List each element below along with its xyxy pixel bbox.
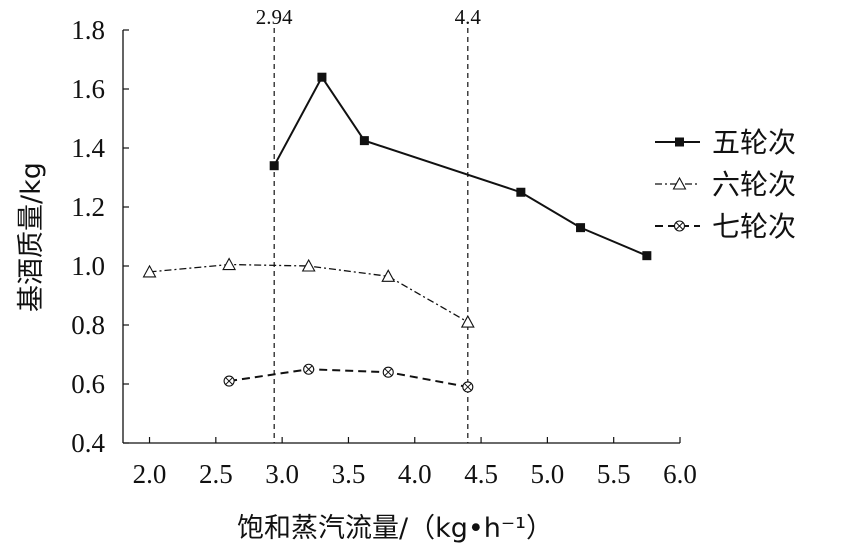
x-tick-label: 5.5 (597, 459, 631, 489)
marker-cross-b (384, 368, 393, 377)
legend-item: 五轮次 (655, 126, 796, 159)
marker-square (359, 136, 369, 146)
y-tick-label: 0.6 (71, 369, 105, 399)
marker-triangle (222, 257, 237, 271)
legend-label: 五轮次 (712, 126, 796, 159)
marker-square (269, 161, 279, 171)
x-tick-label: 3.5 (332, 459, 366, 489)
legend-item: 七轮次 (655, 210, 796, 243)
series-line (273, 75, 648, 257)
x-axis-title: 饱和蒸汽流量/（kg•h⁻¹） (237, 513, 553, 544)
marker-crossed-circle (303, 363, 315, 375)
marker-crossed-circle (223, 375, 235, 387)
y-tick-label: 1.6 (71, 74, 105, 104)
y-tick-label: 0.8 (71, 310, 105, 340)
reference-line-label: 4.4 (455, 5, 482, 29)
marker-crossed-circle (382, 366, 394, 378)
marker-cross-b (304, 365, 313, 374)
series-layer (142, 72, 652, 393)
marker-cross-b (463, 383, 472, 391)
series-2 (142, 257, 475, 328)
marker-triangle (301, 258, 316, 272)
marker-square (576, 223, 586, 233)
marker-cross-b (225, 377, 233, 385)
legend-item: 六轮次 (655, 168, 796, 201)
marker-square (675, 137, 684, 147)
marker-triangle (142, 264, 157, 278)
reference-lines: 2.94 4.4 (256, 5, 482, 443)
reference-line-label: 2.94 (256, 5, 293, 29)
x-tick-label: 3.0 (265, 459, 299, 489)
y-tick-label: 0.4 (71, 428, 105, 458)
marker-square (317, 72, 327, 82)
x-tick-label: 5.0 (531, 459, 565, 489)
marker-crossed-circle (673, 220, 686, 232)
x-tick-label: 2.5 (199, 459, 233, 489)
marker-crossed-circle (462, 381, 474, 393)
marker-triangle (672, 176, 687, 190)
series-line (228, 368, 468, 388)
marker-triangle (460, 314, 475, 328)
x-tick-label: 6.0 (663, 459, 697, 489)
marker-triangle (381, 269, 396, 282)
marker-cross-b (675, 222, 684, 230)
series-3 (223, 363, 474, 393)
axes: 0.4 0.6 0.8 1.0 1.2 1.4 1.6 1.8 2.0 2.5 3.0 3.5 4.0 4… (71, 15, 697, 489)
series-line (149, 263, 469, 323)
y-tick-label: 1.2 (71, 192, 105, 222)
y-axis-title: 基酒质量/kg (16, 162, 47, 312)
legend-label: 六轮次 (712, 168, 796, 201)
series-1 (269, 72, 652, 261)
marker-square (516, 187, 526, 197)
y-tick-label: 1.0 (71, 251, 105, 281)
legend-label: 七轮次 (712, 210, 796, 243)
x-tick-label: 4.0 (398, 459, 432, 489)
y-tick-label: 1.8 (71, 15, 105, 45)
marker-square (642, 251, 652, 261)
y-tick-label: 1.4 (71, 133, 105, 163)
x-tick-label: 2.0 (133, 459, 167, 489)
x-tick-label: 4.5 (464, 459, 498, 489)
